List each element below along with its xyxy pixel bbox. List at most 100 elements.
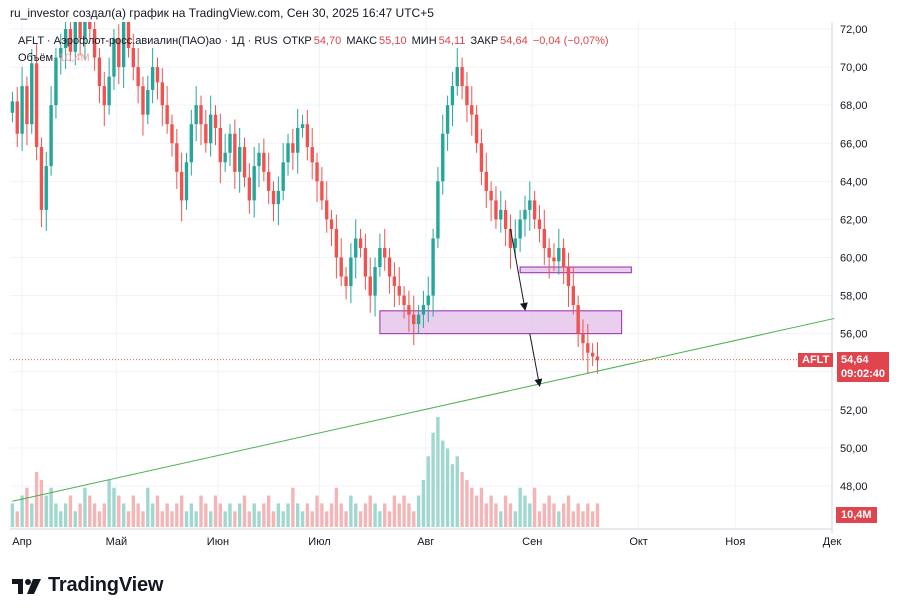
volume-bar xyxy=(78,503,82,527)
y-tick-label: 62,00 xyxy=(840,214,868,226)
volume-bar xyxy=(358,511,363,527)
volume-bar xyxy=(59,511,63,527)
candle-body xyxy=(441,133,445,182)
candle-body xyxy=(175,143,179,172)
candle-body xyxy=(252,166,256,201)
candle-body xyxy=(223,152,227,163)
volume-bar xyxy=(566,495,571,527)
candle-body xyxy=(450,86,455,106)
volume-bar xyxy=(233,511,237,527)
candle-body xyxy=(305,124,310,148)
volume-bar xyxy=(412,511,416,527)
candle-body xyxy=(407,305,411,315)
volume-bar xyxy=(503,495,508,527)
candle-body xyxy=(257,152,261,167)
volume-bar xyxy=(63,503,68,527)
candle-body xyxy=(339,257,343,277)
volume-bar xyxy=(354,503,358,527)
volume-bar xyxy=(155,495,160,527)
legend-high: 55,10 xyxy=(379,35,407,47)
volume-bar xyxy=(383,503,387,527)
candle-body xyxy=(503,209,508,229)
volume-bar xyxy=(305,503,310,527)
legend-change: −0,04 (−0,07%) xyxy=(532,35,609,47)
volume-bar xyxy=(257,511,261,527)
volume-bar xyxy=(83,487,87,527)
candle-body xyxy=(262,152,266,172)
volume-bar xyxy=(199,495,203,527)
candle-body xyxy=(499,209,503,220)
candle-body xyxy=(576,305,580,334)
last-price-label: 54,64 09:02:40 xyxy=(837,352,889,382)
volume-bar xyxy=(450,464,455,527)
candle-body xyxy=(557,247,561,262)
volume-bar xyxy=(590,511,595,527)
candle-body xyxy=(426,295,430,306)
candle-body xyxy=(39,147,44,210)
candle-body xyxy=(291,143,295,153)
candle-body xyxy=(218,128,223,163)
candle-body xyxy=(44,166,48,210)
volume-bar xyxy=(121,503,126,527)
volume-bar xyxy=(561,503,566,527)
candle-body xyxy=(107,76,111,106)
candle-body xyxy=(547,247,551,258)
volume-bar xyxy=(441,440,445,527)
volume-bar xyxy=(44,495,48,527)
candle-body xyxy=(494,200,498,220)
symbol-price-label: AFLT xyxy=(798,353,834,367)
volume-bar xyxy=(160,511,165,527)
volume-bar xyxy=(54,503,58,527)
candle-body xyxy=(445,105,450,134)
volume-bar xyxy=(479,487,484,527)
candle-body xyxy=(30,63,34,125)
volume-bar xyxy=(595,503,600,527)
volume-bar xyxy=(189,503,194,527)
volume-bar xyxy=(334,487,339,527)
volume-bar xyxy=(349,495,353,527)
volume-bar xyxy=(489,495,493,527)
volume-bar xyxy=(73,511,77,527)
volume-bar xyxy=(204,503,208,527)
price-chart[interactable]: 72,00 70,00 68,00 66,00 64,00 62,00 60,00 58,00… xyxy=(0,22,908,552)
candle-body xyxy=(416,314,421,325)
candle-body xyxy=(310,147,314,163)
volume-bar xyxy=(474,495,479,527)
candle-body xyxy=(208,114,213,144)
y-tick-label: 66,00 xyxy=(840,138,868,150)
volume-bar xyxy=(518,487,522,527)
volume-bar xyxy=(291,487,295,527)
candle-body xyxy=(484,171,488,191)
volume-bar xyxy=(247,511,252,527)
candle-body xyxy=(378,247,382,268)
candle-body xyxy=(59,48,63,58)
tradingview-logo[interactable]: TradingView xyxy=(12,574,163,597)
volume-bar xyxy=(470,487,474,527)
support-trendline xyxy=(12,317,835,502)
volume-bar xyxy=(165,503,169,527)
volume-bar xyxy=(88,495,92,527)
volume-bar xyxy=(131,495,135,527)
legend-symbol: AFLT · Аэрофлот-росс.авиалин(ПАО)ао · 1Д… xyxy=(18,35,278,47)
volume-bar xyxy=(34,472,39,527)
volume-bar xyxy=(373,503,377,527)
volume-bar xyxy=(218,503,223,527)
candle-body xyxy=(358,238,363,248)
volume-bar xyxy=(281,511,285,527)
candle-body xyxy=(590,352,595,357)
x-tick-label: Апр xyxy=(12,536,31,548)
volume-bar xyxy=(465,479,469,527)
candle-body xyxy=(354,238,358,258)
projection-arrow xyxy=(509,228,528,311)
volume-bar xyxy=(97,511,102,527)
candle-body xyxy=(387,257,392,277)
candle-body xyxy=(131,48,135,68)
volume-bar xyxy=(581,511,585,527)
volume-bar xyxy=(523,495,527,527)
candle-body xyxy=(571,286,576,306)
y-tick-label: 64,00 xyxy=(840,176,868,188)
volume-bar xyxy=(30,503,34,527)
candle-body xyxy=(155,67,160,83)
legend-close-label: ЗАКР xyxy=(470,35,499,47)
chart-attribution: ru_investor создал(а) график на TradingV… xyxy=(10,6,434,20)
